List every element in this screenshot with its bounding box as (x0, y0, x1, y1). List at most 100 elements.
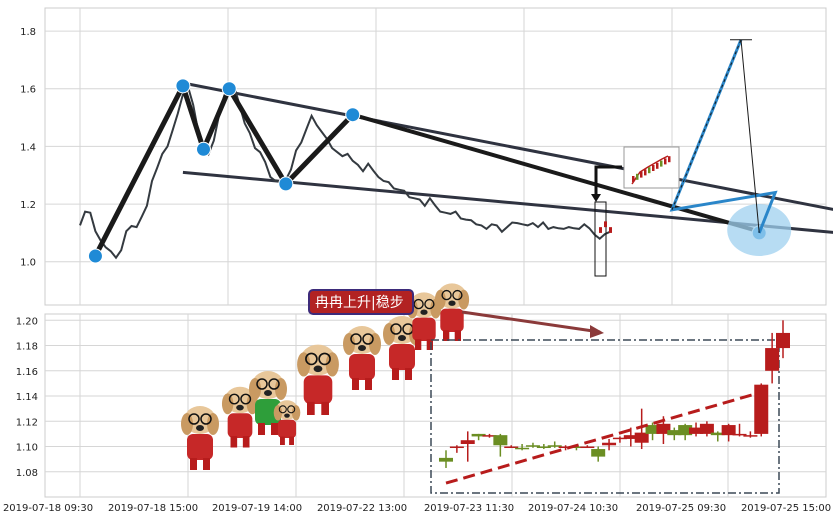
dog-ear (275, 378, 287, 400)
candle-body (504, 446, 519, 449)
mini-inset-candle (664, 158, 667, 165)
bottom-x-tick-label: 2019-07-25 15:00 (741, 503, 831, 514)
candle-body (699, 423, 714, 434)
bottom-x-tick-label: 2019-07-25 09:30 (636, 503, 726, 514)
breakout-pointer (594, 165, 622, 195)
dog-ear (273, 405, 283, 421)
mini-inset-trend (631, 155, 669, 185)
bottom-y-tick-label: 1.10 (16, 443, 38, 454)
dog-body (227, 413, 253, 438)
breakout-candle-mark (609, 227, 612, 233)
bottom-x-tick-label: 2019-07-22 13:00 (317, 503, 407, 514)
mini-inset-candle (648, 167, 651, 174)
dog-glasses (441, 289, 452, 301)
dog-leg (405, 368, 412, 380)
top-plot-frame (44, 7, 827, 306)
dog-nose (398, 335, 406, 341)
bottom-x-tick-label: 2019-07-19 14:00 (212, 503, 302, 514)
candle-body (689, 427, 704, 434)
candle-body (569, 446, 584, 449)
dog-body (187, 434, 213, 460)
dog-glasses (390, 323, 402, 335)
dog-glasses (318, 352, 331, 366)
breakout-candle-mark (604, 221, 607, 228)
dog-leg (352, 378, 359, 390)
mini-inset-candle (652, 165, 655, 171)
candle-body (623, 435, 638, 439)
breakout-pointer-head (591, 194, 601, 202)
dog-nose (420, 309, 428, 315)
annotation-bubble (308, 289, 414, 315)
bottom-y-tick-label: 1.18 (16, 342, 38, 353)
dog-leg (190, 458, 197, 470)
dog-sticker (273, 400, 301, 445)
pattern-marker (278, 176, 294, 192)
dog-body (389, 344, 415, 370)
dog-ear (297, 352, 311, 377)
bottom-y-tick-label: 1.20 (16, 316, 38, 327)
mini-inset-candle (660, 160, 663, 167)
candle-body (591, 449, 606, 457)
dog-glasses (188, 413, 200, 425)
dog-glasses (452, 289, 463, 301)
candle-body (710, 432, 725, 436)
pattern-marker (87, 248, 103, 264)
bottom-plot-frame (44, 313, 827, 498)
dog-glasses (240, 393, 252, 405)
candle-body (449, 446, 464, 449)
dog-ear (383, 323, 395, 345)
dog-glasses (228, 393, 240, 405)
dog-leg (271, 423, 278, 435)
dog-body (412, 317, 436, 341)
candle-body (515, 447, 530, 450)
bottom-y-tick-label: 1.16 (16, 367, 38, 378)
dog-sticker (249, 371, 287, 435)
candle-body (721, 425, 736, 436)
top-y-tick-label: 1.8 (20, 27, 36, 38)
candle-body (765, 348, 780, 371)
dog-body (255, 399, 281, 425)
dog-glasses (278, 405, 287, 414)
candle-body (471, 433, 486, 437)
dog-stickers (181, 283, 470, 470)
dog-sticker (297, 344, 339, 415)
projection-annotations (591, 39, 792, 277)
dog-leg (321, 401, 329, 415)
dog-sticker (434, 283, 470, 341)
candle-body (612, 437, 627, 440)
dog-sticker (343, 326, 381, 390)
candle-body (547, 445, 562, 447)
zoom-box (430, 339, 780, 494)
dog-body (277, 419, 297, 438)
dog-nose (264, 390, 272, 396)
dog-body (349, 354, 375, 380)
candle-trendline (445, 390, 762, 485)
bottom-grid (45, 314, 826, 497)
candle-body (580, 446, 595, 449)
dog-glasses (305, 352, 318, 366)
dog-ear (325, 352, 339, 377)
dog-body (303, 375, 333, 404)
dog-glasses (424, 298, 435, 310)
breakout-bracket (594, 201, 607, 277)
dog-leg (289, 436, 294, 445)
top-y-tick-label: 1.2 (20, 200, 36, 211)
breakout-candle-mark (599, 227, 602, 233)
dog-body (440, 308, 464, 332)
projection-dash (671, 39, 742, 211)
dog-ear (434, 289, 446, 310)
annotation-callout: 冉冉上升|稳步 (308, 289, 604, 338)
candle-body (460, 440, 475, 444)
pattern-marker (195, 141, 211, 157)
dog-sticker (181, 406, 219, 470)
dog-leg (443, 330, 450, 341)
candle-body (656, 423, 671, 434)
dog-leg (242, 436, 250, 448)
dog-glasses (413, 298, 424, 310)
mini-inset-candle (636, 173, 639, 180)
projection-arc (740, 39, 760, 233)
candle-body (634, 432, 649, 443)
pattern-marker (221, 81, 237, 97)
bottom-x-tick-label: 2019-07-23 11:30 (424, 503, 514, 514)
